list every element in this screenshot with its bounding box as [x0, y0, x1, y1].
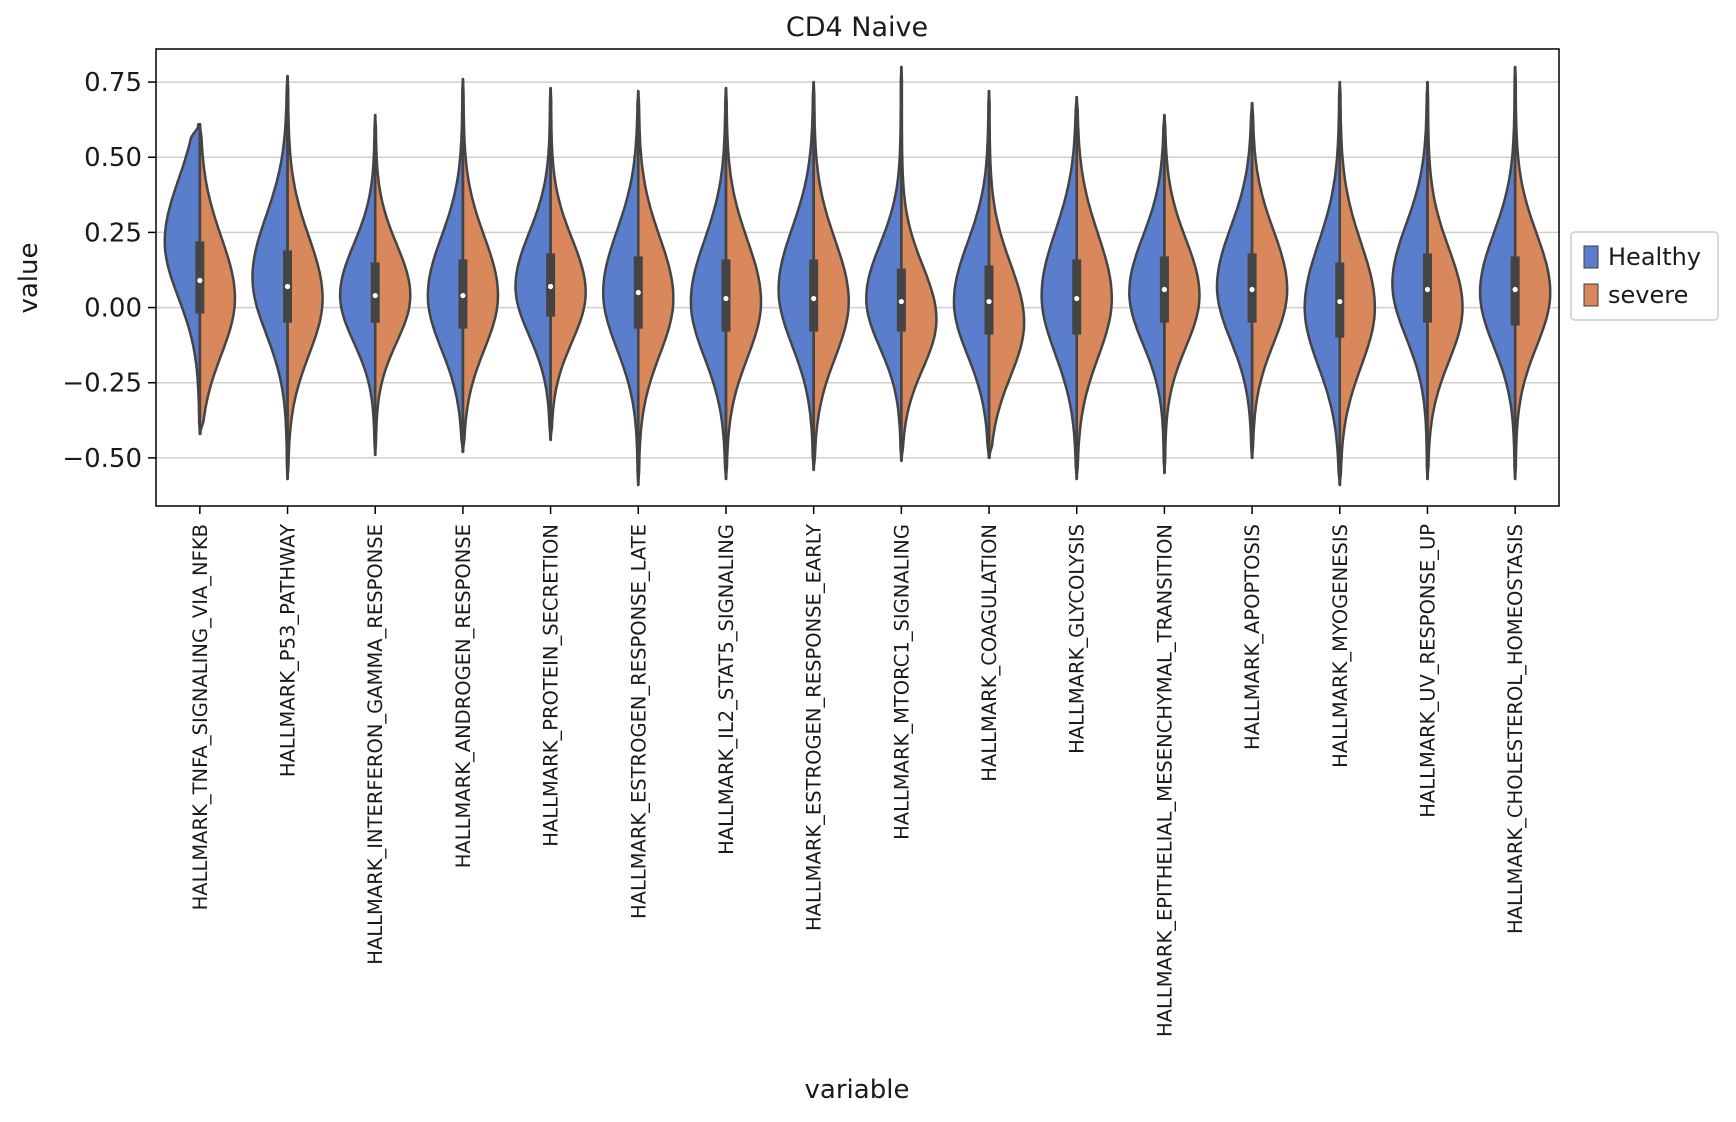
x-tick-label: HALLMARK_PROTEIN_SECRETION	[540, 524, 563, 847]
violin-median	[547, 283, 554, 290]
violin-half-healthy	[1040, 95, 1078, 481]
x-tick-label: HALLMARK_MTORC1_SIGNALING	[890, 524, 913, 840]
violin-half-healthy	[689, 86, 728, 481]
legend-swatch-healthy	[1583, 245, 1599, 269]
x-tick-label: HALLMARK_APOPTOSIS	[1241, 524, 1264, 750]
violin-median	[284, 283, 291, 290]
violin-median	[1512, 286, 1518, 293]
x-tick-label: HALLMARK_GLYCOLYSIS	[1066, 524, 1089, 754]
violin-half-severe	[286, 74, 324, 481]
y-axis: −0.50 −0.25 0.00 0.25 0.50 0.75	[62, 68, 156, 474]
violin-half-healthy	[1128, 113, 1166, 475]
x-axis-label: variable	[805, 1075, 910, 1105]
x-tick-label: HALLMARK_EPITHELIAL_MESENCHYMAL_TRANSITI…	[1153, 524, 1176, 1037]
legend-label-severe: severe	[1608, 281, 1688, 309]
violin-box	[721, 259, 731, 332]
violin-half-severe	[549, 86, 587, 442]
violin-half-severe	[900, 65, 938, 463]
x-tick-label: HALLMARK_TNFA_SIGNALING_VIA_NFKB	[189, 524, 212, 910]
x-tick-label: HALLMARK_MYOGENESIS	[1329, 524, 1352, 768]
violin-half-healthy	[601, 89, 640, 487]
y-axis-label: value	[14, 242, 44, 313]
x-tick-label: HALLMARK_COAGULATION	[978, 524, 1001, 782]
violin-half-severe	[198, 122, 237, 436]
violin-median	[197, 277, 203, 284]
violin-half-severe	[637, 89, 675, 487]
violin-half-severe	[1426, 80, 1464, 481]
violin-half-healthy	[338, 113, 377, 457]
violin-box	[809, 259, 819, 332]
violin-median	[1074, 295, 1080, 302]
violin-half-severe	[812, 80, 850, 472]
x-tick-label: HALLMARK_ESTROGEN_RESPONSE_EARLY	[803, 524, 826, 931]
violin-half-healthy	[1303, 80, 1342, 487]
violin-median	[1249, 286, 1255, 293]
chart-title: CD4 Naive	[786, 12, 928, 43]
violin-half-healthy	[251, 74, 289, 481]
violin-half-healthy	[1478, 65, 1517, 481]
violin-half-healthy	[514, 86, 552, 442]
x-tick-label: HALLMARK_ESTROGEN_RESPONSE_LATE	[627, 524, 650, 919]
plot-frame	[155, 48, 1560, 507]
violin-half-healthy	[426, 77, 465, 454]
y-tick-label: 0.75	[84, 68, 142, 98]
violin-layer	[163, 65, 1552, 487]
violin-half-severe	[1513, 65, 1552, 481]
violin-half-healthy	[865, 65, 903, 463]
x-tick-label: HALLMARK_P53_PATHWAY	[277, 524, 300, 777]
violin-median	[986, 298, 992, 305]
x-tick-label: HALLMARK_CHOLESTEROL_HOMEOSTASIS	[1504, 524, 1527, 934]
violin-half-severe	[461, 77, 500, 454]
legend: Healthy severe	[1570, 231, 1719, 321]
violin-median	[1337, 298, 1343, 305]
y-tick-label: −0.50	[62, 444, 142, 474]
legend-swatch-severe	[1583, 283, 1599, 307]
violin-median	[898, 298, 904, 305]
y-tick-label: 0.25	[84, 218, 142, 248]
violin-median	[460, 292, 466, 299]
x-axis: HALLMARK_TNFA_SIGNALING_VIA_NFKB HALLMARK…	[189, 506, 1527, 1037]
violin-median	[1161, 286, 1168, 293]
violin-median	[1424, 286, 1431, 293]
violin-half-severe	[987, 89, 1026, 460]
violin-half-severe	[1075, 95, 1114, 481]
x-tick-label: HALLMARK_ANDROGEN_RESPONSE	[452, 524, 475, 868]
violin-half-healthy	[777, 80, 815, 472]
violin-half-healthy	[163, 122, 202, 436]
x-tick-label: HALLMARK_INTERFERON_GAMMA_RESPONSE	[364, 524, 387, 965]
x-tick-label: HALLMARK_IL2_STAT5_SIGNALING	[715, 524, 738, 855]
x-tick-label: HALLMARK_UV_RESPONSE_UP	[1416, 524, 1439, 818]
violin-half-severe	[1163, 113, 1201, 475]
y-tick-label: 0.00	[84, 294, 142, 324]
violin-box	[195, 241, 205, 314]
violin-half-severe	[724, 86, 763, 481]
violin-median	[723, 295, 729, 302]
violin-median	[372, 292, 378, 299]
violin-half-healthy	[1391, 80, 1429, 481]
y-tick-label: −0.25	[62, 369, 142, 399]
violin-half-healthy	[1215, 101, 1254, 460]
y-tick-label: 0.50	[84, 143, 142, 173]
violin-median	[811, 295, 817, 302]
violin-box	[370, 262, 380, 323]
violin-median	[635, 289, 641, 296]
violin-half-severe	[1338, 80, 1377, 487]
violin-half-severe	[373, 113, 412, 457]
legend-frame	[1570, 231, 1719, 321]
violin-half-severe	[1250, 101, 1289, 460]
legend-label-healthy: Healthy	[1608, 243, 1701, 271]
violin-half-healthy	[952, 89, 991, 460]
